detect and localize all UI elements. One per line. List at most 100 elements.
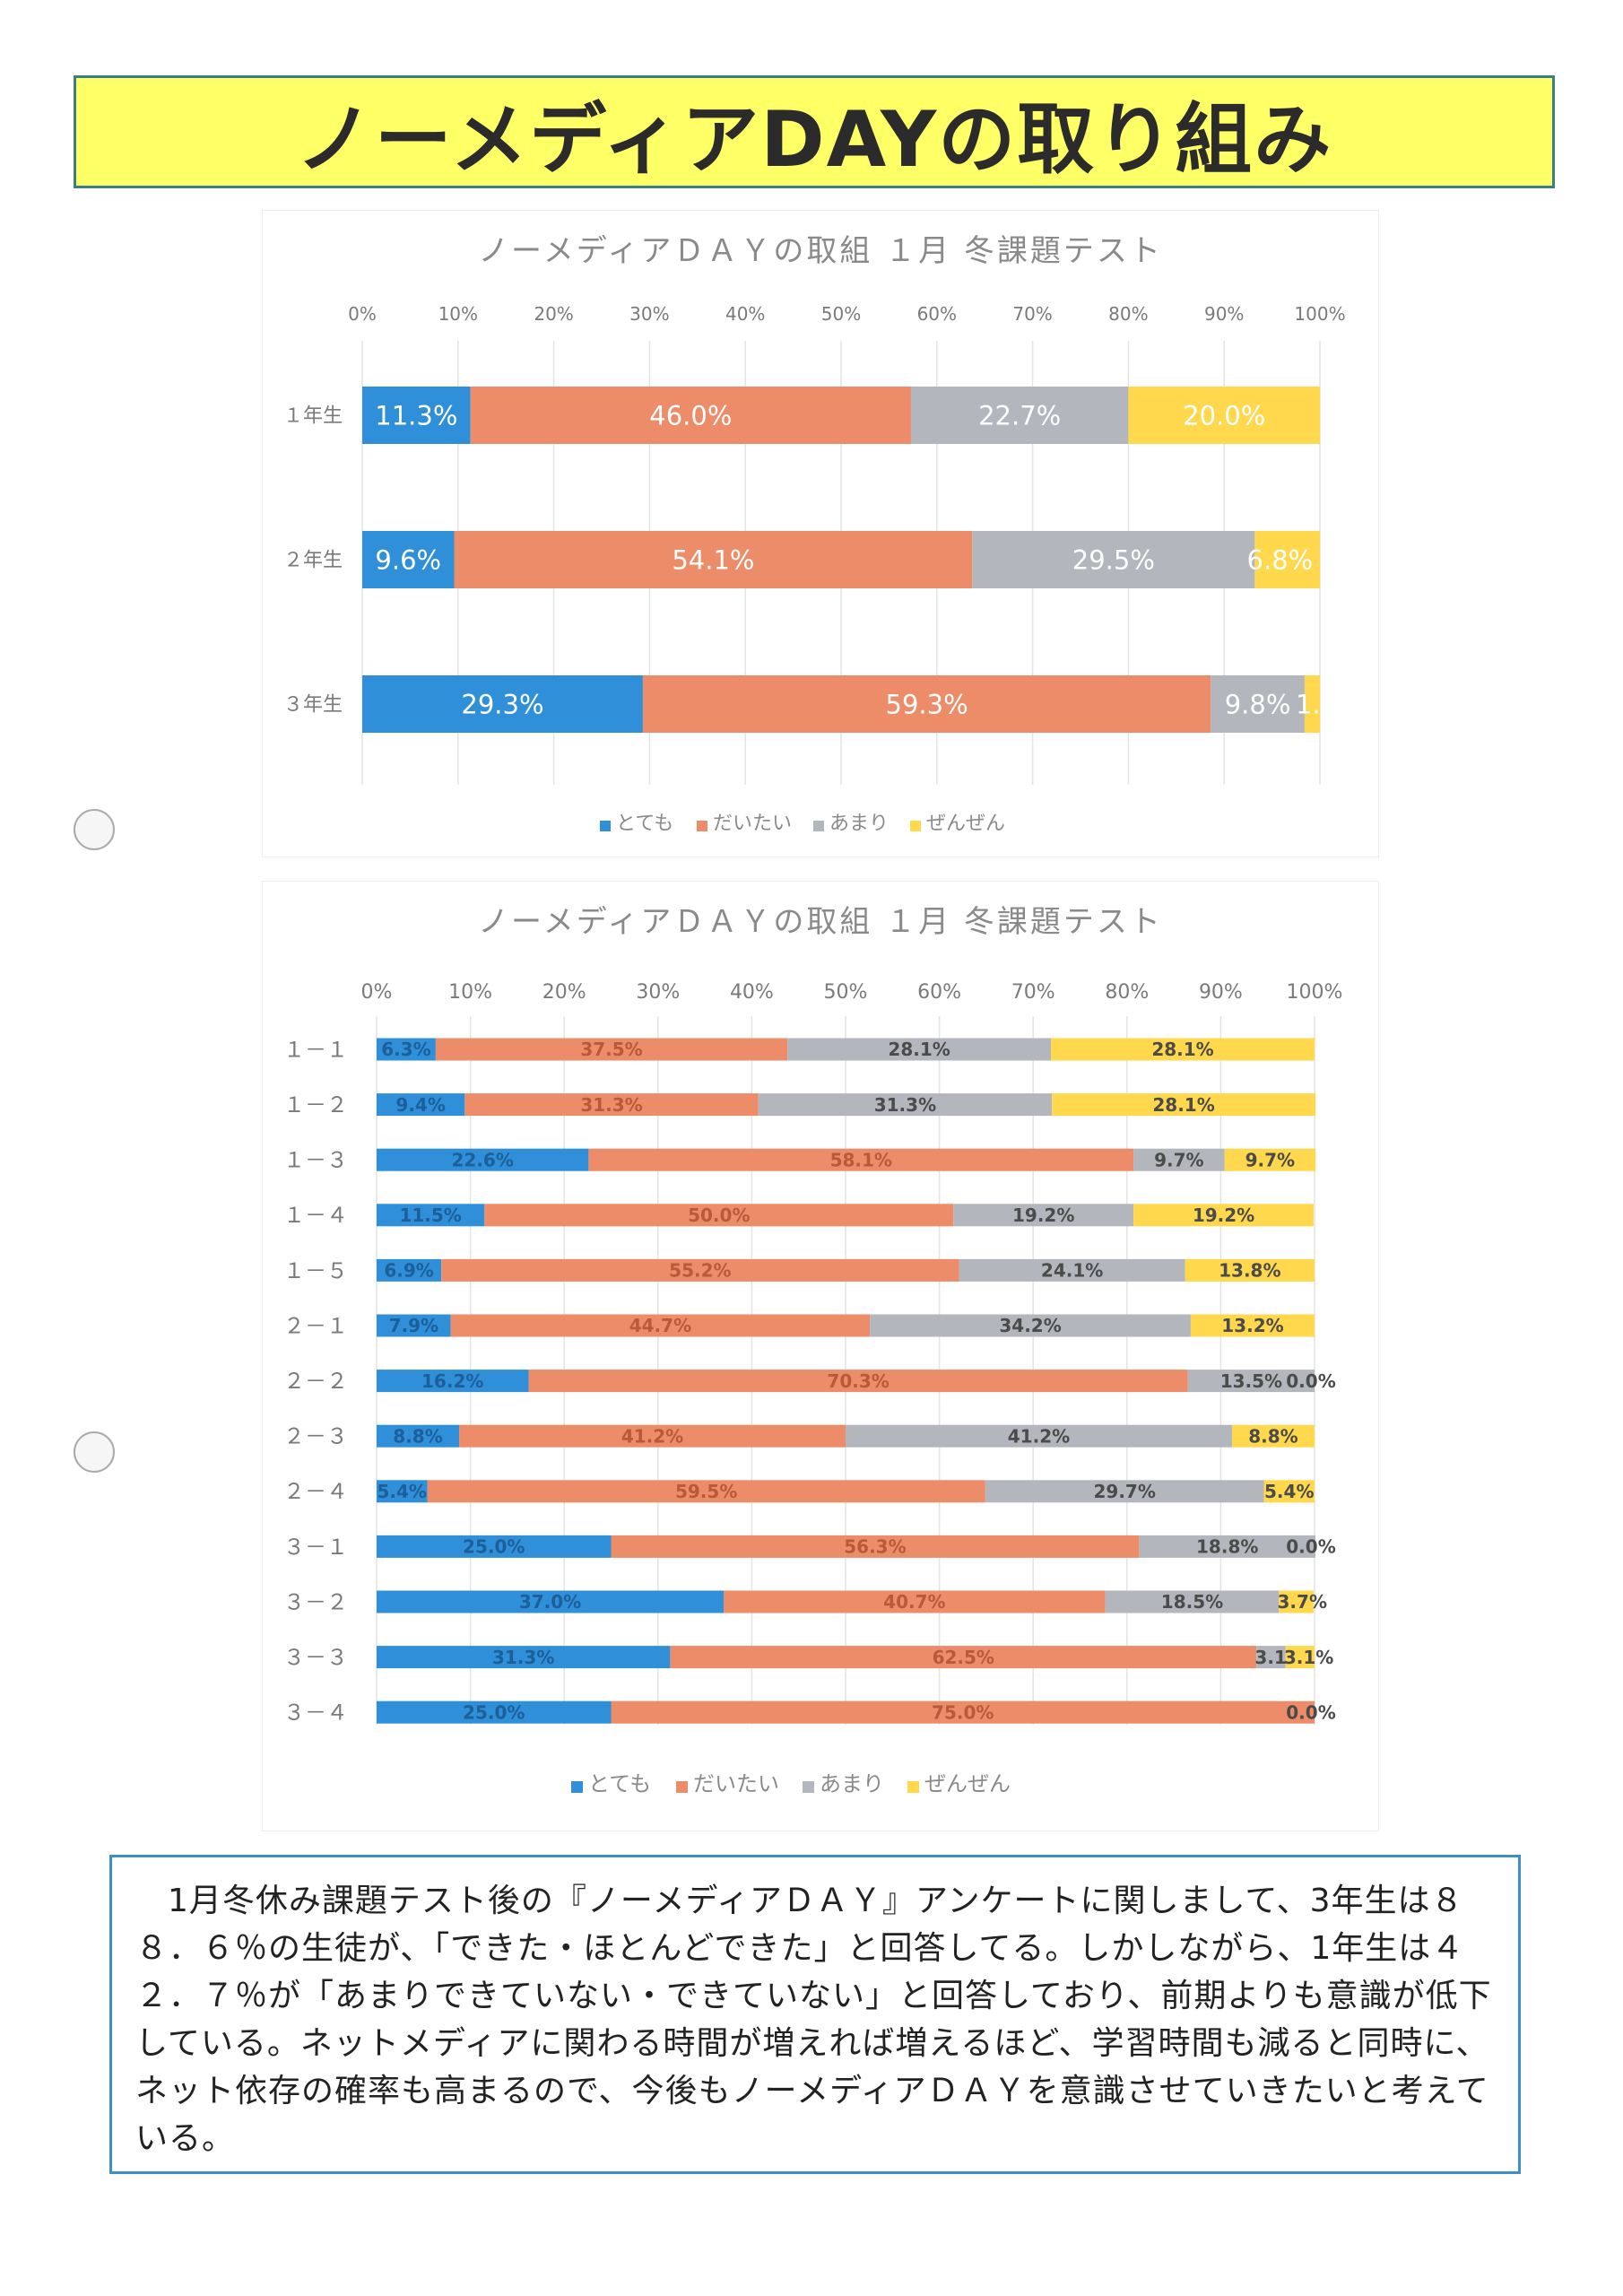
category-label: ２年生 (283, 550, 343, 572)
category-label: １－４ (283, 1203, 348, 1228)
bar-segment (1051, 1038, 1315, 1061)
bar-segment (846, 1424, 1232, 1448)
x-tick-label: 30% (629, 303, 669, 325)
data-label: 41.2% (1008, 1425, 1070, 1447)
bar-segment (1139, 1535, 1316, 1558)
page-title-banner: ノーメディアDAYの取り組み (74, 75, 1555, 188)
bar-segment (724, 1590, 1106, 1613)
bar-segment (454, 531, 973, 588)
binder-hole-bottom (74, 1431, 115, 1473)
data-label: 3.7% (1278, 1591, 1327, 1613)
data-label: 28.1% (888, 1039, 950, 1060)
x-tick-label: 90% (1204, 303, 1244, 325)
data-label: 54.1% (672, 544, 754, 575)
bar-segment (528, 1370, 1188, 1393)
data-label: 34.2% (999, 1315, 1061, 1336)
data-label: 5.4% (1264, 1481, 1314, 1502)
data-label: 13.2% (1221, 1315, 1283, 1336)
x-tick-label: 10% (438, 303, 478, 325)
data-label: 50.0% (688, 1205, 750, 1226)
chart-title: ノーメディアＤＡＹの取組 １月 冬課題テスト (478, 233, 1163, 269)
data-label: 11.5% (399, 1205, 461, 1226)
legend-swatch (813, 821, 824, 831)
data-label: 59.3% (886, 689, 968, 719)
legend-swatch (803, 1781, 814, 1793)
data-label: 75.0% (932, 1701, 994, 1723)
data-label: 28.1% (1151, 1039, 1213, 1060)
bar-segment (1256, 1646, 1286, 1669)
legend-label: とても (588, 1771, 651, 1796)
bar-segment (377, 1535, 612, 1558)
x-tick-label: 80% (1105, 981, 1149, 1004)
bar-segment (377, 1590, 725, 1613)
bar-segment (787, 1038, 1052, 1061)
data-label: 41.2% (621, 1425, 683, 1447)
x-tick-label: 10% (448, 981, 492, 1004)
category-label: ２－１ (283, 1313, 348, 1338)
bar-segment (1211, 675, 1305, 733)
category-label: １－５ (283, 1258, 348, 1283)
bar-segment (1224, 1148, 1316, 1171)
bar-segment (377, 1038, 436, 1061)
bar-segment (985, 1480, 1264, 1503)
data-label: 18.5% (1161, 1591, 1223, 1613)
bar-segment (441, 1258, 959, 1282)
legend-label: あまり (829, 813, 889, 835)
bar-segment (484, 1204, 954, 1227)
data-label: 19.2% (1193, 1205, 1254, 1226)
x-tick-label: 90% (1199, 981, 1243, 1004)
category-label: ２－３ (283, 1424, 348, 1449)
x-tick-label: 0% (361, 981, 393, 1004)
data-label: 20.0% (1183, 400, 1265, 430)
x-tick-label: 0% (348, 303, 377, 325)
bar-segment (377, 1370, 529, 1393)
data-label: 22.6% (452, 1149, 514, 1170)
x-tick-label: 70% (1011, 981, 1055, 1004)
bar-segment (1263, 1480, 1315, 1503)
data-label: 25.0% (463, 1701, 525, 1723)
legend-label: だいたい (693, 1771, 779, 1796)
category-label: １－３ (283, 1148, 348, 1173)
bar-segment (362, 531, 455, 588)
data-label: 9.8% (1225, 689, 1291, 719)
legend-label: ぜんぜん (926, 813, 1005, 835)
bar-segment (435, 1038, 788, 1061)
x-tick-label: 50% (824, 981, 868, 1004)
x-tick-label: 20% (534, 303, 573, 325)
data-label: 9.6% (375, 544, 441, 575)
category-label: １－１ (283, 1037, 348, 1062)
category-label: ３年生 (283, 694, 343, 717)
x-tick-label: 40% (730, 981, 774, 1004)
legend-label: あまり (820, 1771, 884, 1796)
bar-segment (427, 1480, 985, 1503)
data-label: 22.7% (978, 400, 1061, 430)
grade-chart-svg: ノーメディアＤＡＹの取組 １月 冬課題テスト 0% 10% 20% 30% 40% 50% 6… (283, 233, 1346, 835)
bar-segment (972, 531, 1255, 588)
class-chart-svg: ノーメディアＤＡＹの取組 １月 冬課題テスト 0% 10% 20% 30% 40% 50% 6… (283, 904, 1343, 1796)
bar-segment (377, 1204, 485, 1227)
category-label: ３－４ (283, 1700, 348, 1726)
category-label: ３－３ (283, 1645, 348, 1670)
data-label: 9.7% (1154, 1149, 1203, 1170)
legend-swatch (600, 821, 611, 831)
data-label: 0.0% (1286, 1536, 1335, 1558)
bar-segment (1285, 1646, 1315, 1669)
x-tick-label: 100% (1287, 981, 1343, 1004)
bar-segment (1279, 1590, 1314, 1613)
bar-segment (1052, 1093, 1316, 1117)
data-label: 18.8% (1196, 1536, 1258, 1558)
bar-segment (1231, 1424, 1315, 1448)
category-label: １－２ (283, 1092, 348, 1118)
data-label: 5.4% (378, 1481, 427, 1502)
data-label: 31.3% (580, 1094, 642, 1116)
bar-segment (1105, 1590, 1280, 1613)
bar-segment (642, 675, 1211, 733)
legend-swatch (910, 821, 921, 831)
legend-swatch (907, 1781, 919, 1793)
x-tick-label: 30% (636, 981, 680, 1004)
legend-label: ぜんぜん (924, 1771, 1011, 1796)
summary-box: 1月冬休み課題テスト後の『ノーメディアＤＡＹ』アンケートに関しまして、3年生は８… (109, 1855, 1521, 2174)
data-label: 62.5% (933, 1647, 994, 1668)
bar-segment (362, 675, 643, 733)
data-label: 37.0% (519, 1591, 581, 1613)
